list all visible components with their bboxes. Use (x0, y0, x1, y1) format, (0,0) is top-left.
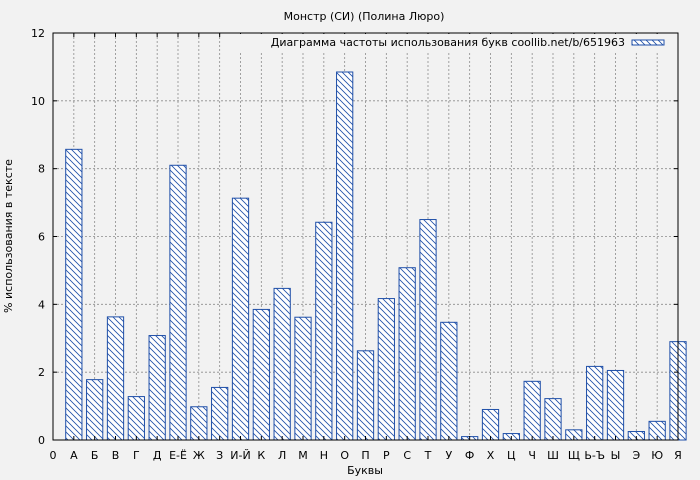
legend-background (240, 34, 672, 52)
x-tick-label: М (298, 449, 308, 462)
x-tick-label: З (216, 449, 223, 462)
x-tick-label: Ы (611, 449, 621, 462)
bar-4 (127, 396, 145, 441)
bar-19 (440, 321, 458, 441)
bar-1 (65, 148, 83, 441)
bar-5 (148, 335, 166, 441)
x-tick-label: Ч (528, 449, 536, 462)
y-tick-label: 10 (31, 95, 45, 108)
y-tick-label: 6 (38, 231, 45, 244)
x-tick-label: Н (320, 449, 328, 462)
y-tick-label: 0 (38, 434, 45, 447)
x-tick-label: К (257, 449, 265, 462)
y-tick-label: 4 (38, 298, 45, 311)
bar-10 (252, 308, 270, 441)
x-tick-label: Д (153, 449, 162, 462)
x-axis-ticks: 0 А Б В Г Д Е-Ё Ж З И-Й К Л М Н О П Р С Т У Ф Х Ц Ч Ш Щ Ь-Ъ Ы Э Ю Я (50, 33, 682, 462)
bar-14 (336, 71, 354, 441)
x-tick-label: Ш (547, 449, 559, 462)
x-tick-label: Г (133, 449, 140, 462)
bar-9 (231, 197, 250, 441)
bar-11 (273, 287, 291, 441)
x-tick-label: И-Й (230, 449, 250, 462)
y-tick-label: 8 (38, 163, 45, 176)
legend: Диаграмма частоты использования букв coo… (240, 34, 672, 52)
x-tick-label: Л (278, 449, 286, 462)
bar-24 (544, 398, 562, 441)
y-tick-label: 12 (31, 27, 45, 40)
bar-21 (481, 408, 500, 441)
bar-2 (86, 379, 104, 441)
bar-3 (106, 316, 125, 441)
x-tick-label: Х (487, 449, 495, 462)
x-tick-label: Ь-Ъ (584, 449, 605, 462)
legend-entry-label: Диаграмма частоты использования букв coo… (271, 36, 625, 49)
bar-26 (586, 365, 604, 441)
x-tick-label: Ц (507, 449, 516, 462)
x-tick-label: О (340, 449, 349, 462)
chart-title: Монстр (СИ) (Полина Люро) (284, 10, 445, 23)
bar-12 (294, 316, 312, 441)
y-tick-label: 2 (38, 366, 45, 379)
bar-27 (606, 369, 625, 441)
bar-18 (419, 219, 437, 441)
y-axis-label: % использования в тексте (2, 159, 15, 313)
x-tick-label: У (445, 449, 452, 462)
x-tick-label: Щ (568, 449, 580, 462)
x-tick-label: Э (632, 449, 640, 462)
x-tick-label-origin: 0 (50, 449, 57, 462)
x-tick-label: В (112, 449, 120, 462)
x-tick-label: Ж (193, 449, 205, 462)
bar-6 (169, 164, 187, 441)
bar-17 (398, 267, 416, 441)
bar-13 (315, 221, 333, 441)
legend-swatch (631, 39, 665, 46)
x-tick-label: Р (383, 449, 390, 462)
y-axis-ticks: 0 2 4 6 8 10 12 (31, 27, 678, 447)
x-tick-label: Ю (651, 449, 663, 462)
x-tick-label: Е-Ё (169, 449, 187, 462)
x-tick-label: Я (674, 449, 682, 462)
bar-7 (190, 406, 208, 441)
bar-16 (377, 298, 395, 441)
x-tick-label: Т (424, 449, 432, 462)
x-tick-label: Б (91, 449, 99, 462)
x-tick-label: П (361, 449, 369, 462)
bar-8 (211, 386, 229, 441)
x-tick-label: Ф (465, 449, 474, 462)
bar-15 (356, 350, 375, 441)
x-tick-label: А (70, 449, 78, 462)
bar-23 (523, 380, 541, 441)
x-axis-label: Буквы (347, 464, 383, 477)
x-tick-label: С (403, 449, 411, 462)
